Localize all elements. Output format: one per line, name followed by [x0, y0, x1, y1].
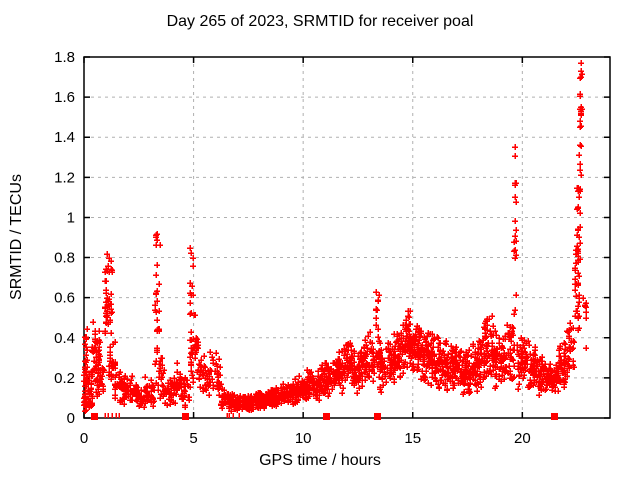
y-tick-label: 0.6 [54, 290, 75, 307]
y-tick-label: 0.4 [54, 330, 75, 347]
zero-cluster-square [323, 413, 330, 420]
y-tick-label: 0 [67, 410, 75, 427]
axis-border [83, 56, 611, 419]
x-tick-label: 10 [295, 430, 312, 447]
x-tick-label: 20 [514, 430, 531, 447]
y-tick-label: 0.2 [54, 370, 75, 387]
y-tick-label: 1 [67, 209, 75, 226]
axis-ticks [83, 56, 610, 419]
zero-cluster-square [374, 413, 381, 420]
chart-title: Day 265 of 2023, SRMTID for receiver poa… [166, 13, 474, 30]
zero-cluster-square [551, 413, 558, 420]
x-tick-label: 15 [404, 430, 421, 447]
y-tick-label: 1.6 [54, 89, 75, 106]
y-tick-label: 0.8 [54, 250, 75, 267]
y-tick-label: 1.8 [54, 49, 75, 66]
y-tick-label: 1.4 [54, 129, 75, 146]
zero-cluster-square [182, 413, 189, 420]
scatter-points [81, 60, 589, 418]
x-tick-label: 0 [80, 430, 88, 447]
y-tick-label: 1.2 [54, 169, 75, 186]
x-tick-label: 5 [189, 430, 197, 447]
x-axis-label: GPS time / hours [259, 452, 381, 469]
zero-cluster-square [91, 413, 98, 420]
